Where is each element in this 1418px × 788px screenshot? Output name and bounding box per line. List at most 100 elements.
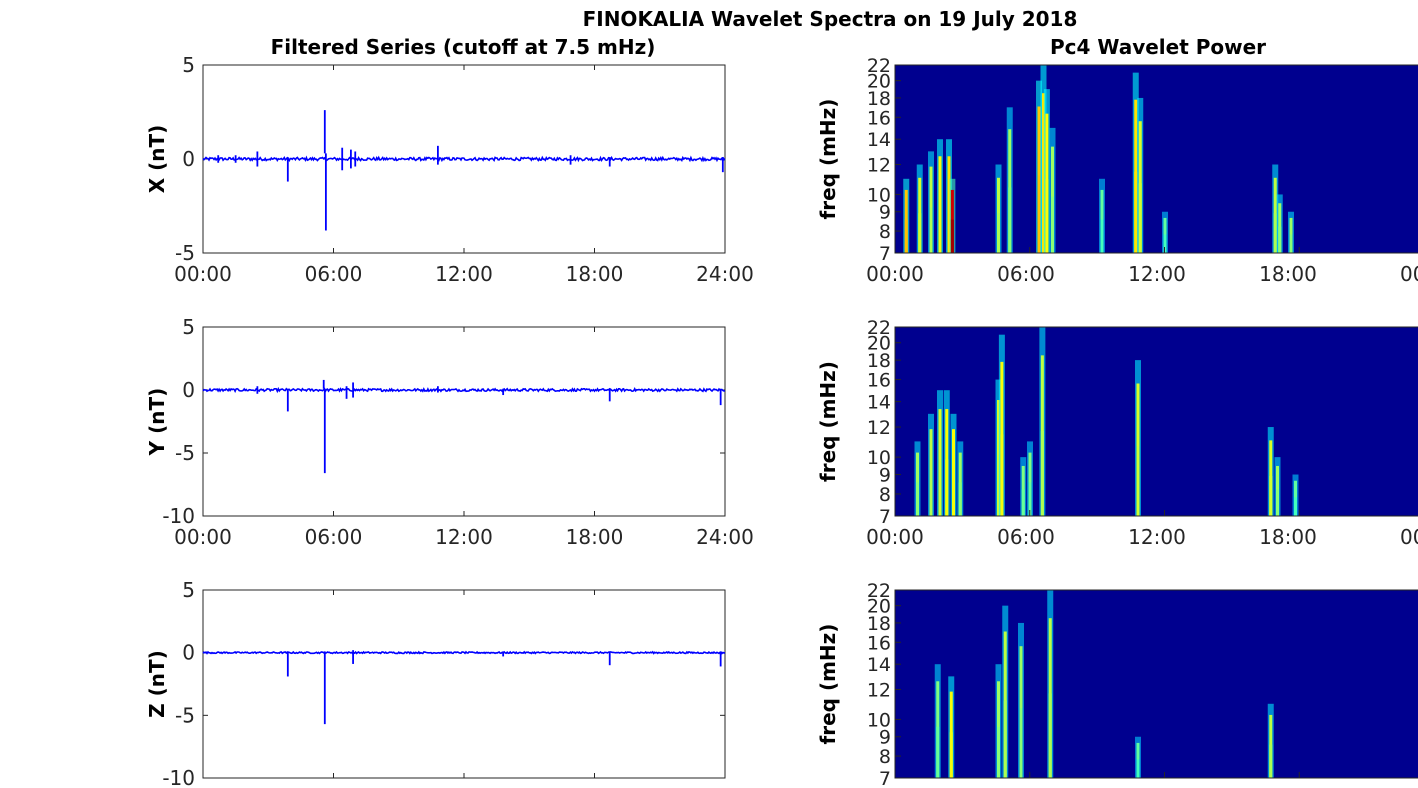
- x-tick-label: 18:00: [566, 525, 624, 549]
- x-tick-label: 12:00: [435, 262, 493, 286]
- x-tick-label: 24:00: [696, 525, 754, 549]
- timeseries-z-panel: 5 0 -5 -10 Z (nT): [145, 578, 726, 788]
- freq-tick-label: 12: [867, 680, 891, 702]
- x-tick-label: 12:00: [435, 525, 493, 549]
- freq-tick-label: 7: [879, 506, 891, 528]
- freq-tick-label: 7: [879, 768, 891, 788]
- power-burst-core: [1048, 693, 1052, 778]
- power-burst-core: [1028, 482, 1032, 516]
- power-burst-core: [929, 207, 933, 253]
- power-burst-core: [1134, 171, 1138, 253]
- freq-tick-label: 12: [867, 155, 891, 177]
- x-tick-label: 24:00: [696, 262, 754, 286]
- freq-tick-label: 10: [867, 184, 891, 206]
- freq-tick-label: 10: [867, 447, 891, 469]
- freq-tick-label: 10: [867, 709, 891, 731]
- plot-area: [202, 326, 726, 517]
- x-tick-label: 06:00: [997, 262, 1055, 286]
- x-tick-label: 18:00: [1259, 525, 1317, 549]
- y-tick-label: 0: [182, 147, 195, 171]
- x-tick-label: 00:00: [866, 525, 924, 549]
- freq-tick-label: 22: [867, 317, 891, 339]
- power-burst-core: [1045, 179, 1049, 253]
- freq-tick-label: 20: [867, 333, 891, 355]
- y-tick-label: -5: [175, 441, 195, 465]
- freq-tick-label: 16: [867, 370, 891, 392]
- x-tick-label: 00:00: [174, 262, 232, 286]
- freq-tick-label: 8: [879, 221, 891, 243]
- power-burst-core: [1100, 219, 1104, 253]
- y-axis-label: freq (mHz): [816, 624, 840, 745]
- power-burst-core: [938, 201, 942, 253]
- power-burst-core: [1037, 175, 1041, 253]
- y-tick-label: 0: [182, 641, 195, 665]
- freq-tick-label: 12: [867, 417, 891, 439]
- freq-tick-label: 20: [867, 596, 891, 618]
- freq-tick-label: 14: [867, 129, 891, 151]
- y-axis-label: X (nT): [145, 125, 169, 194]
- power-burst-core: [947, 201, 951, 253]
- x-tick-label: 06:00: [305, 262, 363, 286]
- freq-tick-label: 9: [879, 202, 891, 224]
- power-burst-core: [945, 459, 949, 516]
- power-burst-core: [1276, 489, 1279, 516]
- freq-tick-label: 8: [879, 484, 891, 506]
- power-burst-core: [904, 219, 908, 253]
- y-tick-label: 5: [182, 53, 195, 77]
- x-tick-label: 12:00: [1128, 262, 1186, 286]
- power-background: [895, 65, 1418, 253]
- freq-tick-label: 16: [867, 632, 891, 654]
- power-background: [895, 327, 1418, 516]
- x-tick-label: 00: [1400, 525, 1418, 549]
- freq-tick-label: 22: [867, 55, 891, 77]
- x-tick-label: 18:00: [566, 262, 624, 286]
- freq-tick-label: 16: [867, 107, 891, 129]
- y-tick-label: -10: [162, 504, 195, 528]
- power-burst-core: [1278, 226, 1282, 253]
- power-burst-core: [1021, 489, 1025, 516]
- x-tick-label: 18:00: [1259, 262, 1317, 286]
- power-burst-core: [1269, 475, 1273, 516]
- power-burst-core: [958, 482, 962, 516]
- power-burst-core: [1163, 234, 1167, 253]
- y-tick-label: 0: [182, 378, 195, 402]
- power-burst-core: [950, 219, 954, 253]
- power-burst-core: [1289, 234, 1293, 253]
- power-burst-core: [1273, 213, 1277, 253]
- freq-tick-label: 18: [867, 88, 891, 110]
- x-tick-label: 00:00: [866, 262, 924, 286]
- y-tick-label: -5: [175, 703, 195, 727]
- power-burst-core: [997, 726, 1000, 778]
- right-column-title: Pc4 Wavelet Power: [1050, 35, 1266, 59]
- freq-tick-label: 20: [867, 71, 891, 93]
- figure-title: FINOKALIA Wavelet Spectra on 19 July 201…: [583, 7, 1078, 31]
- power-burst-core: [936, 726, 940, 778]
- freq-tick-label: 14: [867, 654, 891, 676]
- y-tick-label: 5: [182, 578, 195, 602]
- power-burst-core: [1008, 187, 1012, 253]
- power-burst-core: [1136, 759, 1140, 778]
- power-burst-core: [1051, 196, 1054, 253]
- series-line: [202, 650, 726, 655]
- x-tick-label: 00:00: [174, 525, 232, 549]
- power-burst-core: [1040, 430, 1044, 516]
- power-burst-core: [1294, 497, 1297, 516]
- freq-tick-label: 18: [867, 613, 891, 635]
- freq-tick-label: 7: [879, 243, 891, 265]
- x-tick-label: 12:00: [1128, 525, 1186, 549]
- freq-tick-label: 9: [879, 727, 891, 749]
- power-burst-core: [929, 470, 933, 516]
- power-burst-core: [1269, 744, 1273, 778]
- freq-tick-label: 22: [867, 580, 891, 602]
- y-tick-label: 5: [182, 315, 195, 339]
- y-axis-label: Z (nT): [145, 650, 169, 718]
- y-axis-label: freq (mHz): [816, 99, 840, 220]
- power-burst-core: [952, 470, 955, 516]
- x-tick-label: 00: [1400, 262, 1418, 286]
- power-burst-core: [1000, 434, 1004, 516]
- series-line: [202, 155, 726, 163]
- power-burst-core: [1136, 445, 1140, 516]
- power-burst-core: [997, 213, 1000, 253]
